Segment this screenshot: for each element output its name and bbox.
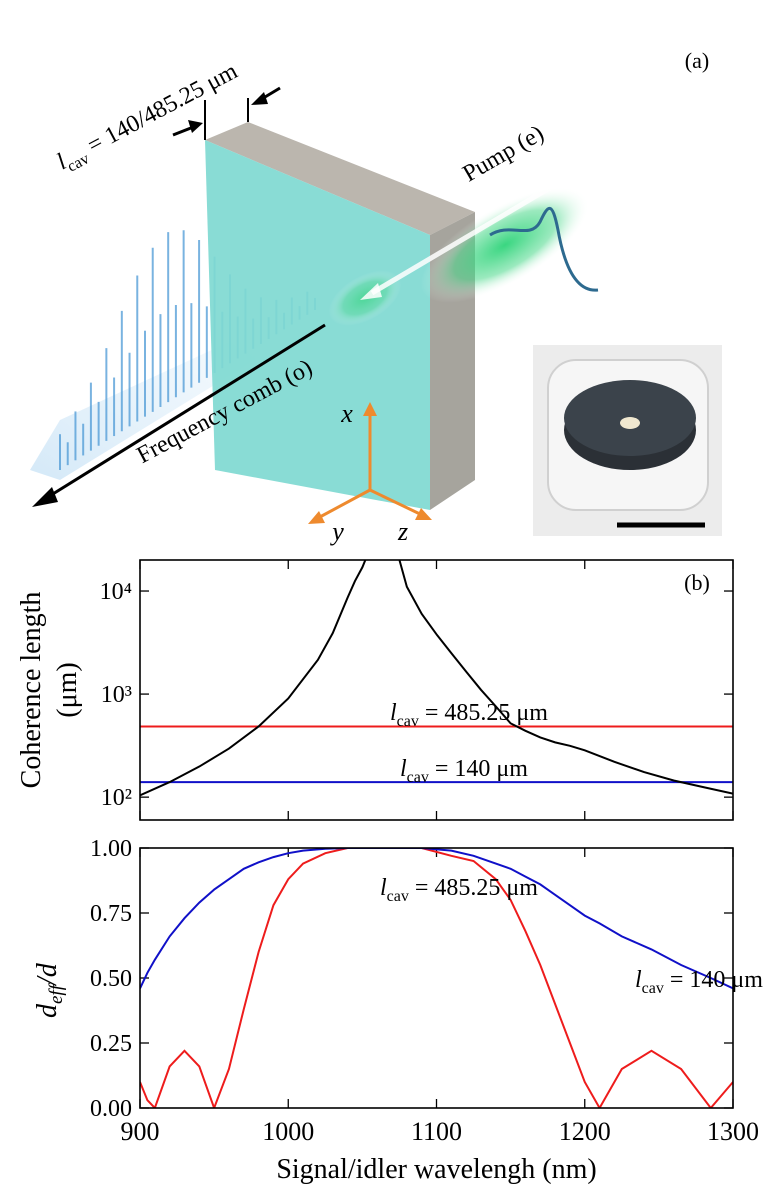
annotation: lcav = 140 μm [635,967,763,997]
pump-label: Pump (e) [459,121,549,188]
y-tick-label: 0.75 [90,901,132,927]
x-tick-label: 1300 [707,1117,759,1146]
y-tick-label: 10³ [101,682,132,708]
subscript: eff [46,982,67,1004]
annotation: lcav = 485.25 μm [390,700,548,730]
subscript: cav [397,713,419,730]
comb-arrowhead [32,487,58,507]
symbol: d [32,1003,63,1018]
x-axis-label: Signal/idler wavelengh (nm) [276,1154,596,1185]
axis-arrowhead [308,511,325,524]
symbol: l [400,756,407,782]
axis-x-label: x [340,399,353,428]
axis-line [317,488,371,520]
subscript: cav [407,769,429,786]
annotation: deff/d [32,962,67,1018]
panel-label: (a) [685,48,709,73]
y-tick-label: 10² [101,785,132,811]
symbol: l [390,700,397,726]
label-text: = 485.25 μm [419,700,548,726]
slab-top [205,122,475,235]
label-text: = 140 μm [664,967,763,993]
symbol: l [380,875,387,901]
pump-pulse [489,206,599,292]
axis-y-label: y [329,517,344,546]
x-tick-label: 1200 [559,1117,611,1146]
x-tick-label: 900 [121,1117,160,1146]
subscript: cav [642,980,664,997]
cavity-arrowhead [251,92,268,105]
pump-glow [420,187,590,303]
x-tick-label: 1000 [262,1117,314,1146]
axis-z-label: z [397,517,408,546]
comb-arrow [47,323,326,499]
annotation: lcav = 485.25 μm [380,875,538,905]
y-axis-label: Coherence length [16,592,47,789]
symbol: l [635,967,642,993]
axis-arrowhead [363,402,377,416]
illustration [30,86,722,536]
label-text: /d [32,962,63,987]
cavity-arrowhead [188,120,203,133]
label-text: = 485.25 μm [409,875,538,901]
axis-arrowhead [415,508,432,520]
y-tick-label: 0.50 [90,966,132,992]
coordinate-axes [308,402,432,524]
x-tick-label: 1100 [411,1117,462,1146]
pump-arrowhead [360,283,382,300]
plot-frame [139,847,734,1109]
y-tick-label: 1.00 [90,836,132,862]
series-line [140,848,733,990]
panel-label: (b) [684,570,710,595]
axis-line [369,488,423,517]
y-tick-label: 0.25 [90,1031,132,1057]
y-axis-label: (μm) [52,662,83,717]
slab-front [205,140,430,510]
photo-crystal [620,417,640,429]
photo-inset [533,345,722,536]
pump-beam [370,180,560,296]
subscript: cav [387,888,409,905]
annotation: lcav = 140 μm [400,756,528,786]
plot-frame [139,559,734,821]
series-line [140,560,733,797]
y-tick-label: 0.00 [90,1096,132,1122]
series-line [140,848,733,1108]
y-tick-label: 10⁴ [100,579,132,605]
label-text: = 140 μm [429,756,528,782]
